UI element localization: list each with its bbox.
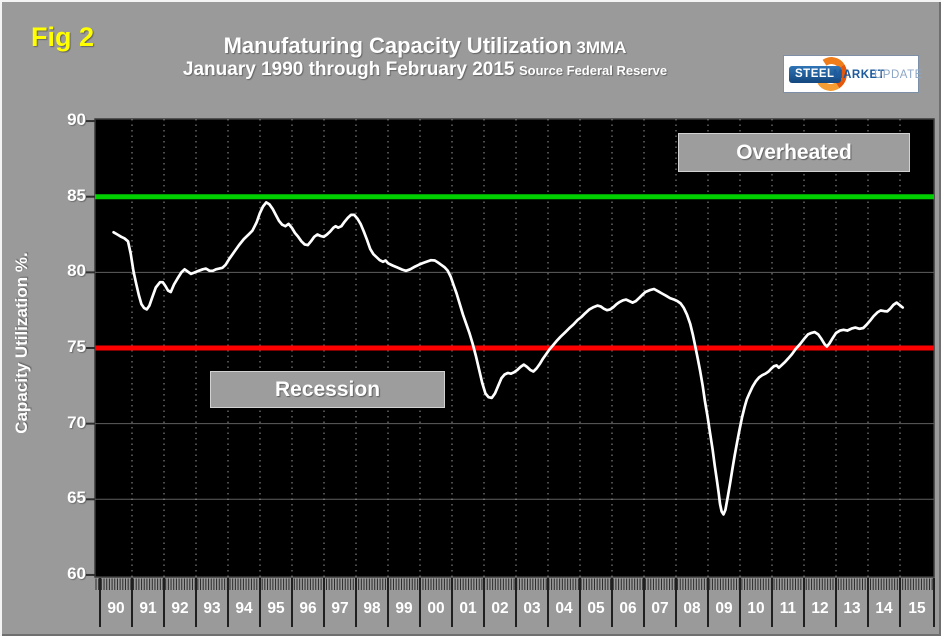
x-axis-label: 04 — [555, 600, 573, 617]
x-axis-label: 01 — [459, 600, 477, 617]
steel-market-update-logo: STEEL MARKET UPDATE — [783, 54, 922, 94]
source-label: Source Federal Reserve — [518, 62, 668, 78]
x-axis-label: 09 — [715, 600, 733, 617]
x-axis-label: 06 — [619, 600, 637, 617]
chart-subtitle-line: January 1990 through February 2015 Sourc… — [120, 59, 730, 81]
data-line — [112, 201, 905, 516]
chart-title: Manufaturing Capacity Utilization — [223, 33, 572, 58]
x-axis-label: 92 — [171, 600, 188, 617]
x-axis-label: 93 — [203, 600, 221, 617]
y-tick-label: 65 — [67, 488, 86, 508]
chart-subtitle: January 1990 through February 2015 — [182, 58, 515, 80]
x-axis-label: 08 — [683, 600, 701, 617]
x-axis-label: 14 — [875, 600, 893, 617]
x-axis-label: 02 — [491, 600, 508, 617]
chart-title-line: Manufaturing Capacity Utilization 3MMA — [120, 33, 730, 59]
overheated-label: Overheated — [678, 133, 910, 172]
y-tick-label: 85 — [67, 185, 86, 205]
x-axis-label: 05 — [587, 600, 605, 617]
figure-label: Fig 2 — [31, 22, 95, 52]
overheated-label-text: Overheated — [736, 140, 852, 164]
x-axis-label: 96 — [299, 600, 317, 617]
x-axis-label: 13 — [843, 600, 861, 617]
y-tick-label: 80 — [67, 261, 86, 281]
y-tick-label: 90 — [67, 110, 86, 130]
x-axis-label: 07 — [651, 600, 668, 617]
x-axis-label: 95 — [267, 600, 285, 617]
logo-update-text: UPDATE — [874, 69, 923, 81]
y-tick-label: 75 — [67, 337, 86, 356]
recession-label: Recession — [210, 371, 445, 408]
x-axis-label: 94 — [235, 600, 253, 617]
y-tick-label: 60 — [67, 563, 86, 583]
x-axis-label: 11 — [780, 600, 797, 617]
logo-steel-badge: STEEL — [789, 66, 841, 83]
x-axis-label: 15 — [908, 600, 926, 617]
x-axis-label: 00 — [427, 600, 444, 617]
x-axis-label: 12 — [811, 600, 828, 617]
chart-title-suffix: 3MMA — [576, 38, 627, 57]
recession-label-text: Recession — [274, 377, 381, 401]
x-axis-label: 97 — [331, 600, 348, 617]
x-axis-label: 91 — [139, 600, 157, 617]
x-axis-label: 90 — [107, 600, 124, 617]
logo-market-text: MARKET — [833, 69, 886, 81]
y-tick-label: 70 — [67, 412, 86, 432]
x-axis-label: 03 — [523, 600, 541, 617]
x-axis-label: 99 — [395, 600, 413, 617]
chart-header: Manufaturing Capacity Utilization 3MMA J… — [120, 33, 730, 81]
x-axis-label: 10 — [747, 600, 764, 617]
x-axis-label: 98 — [363, 600, 381, 617]
